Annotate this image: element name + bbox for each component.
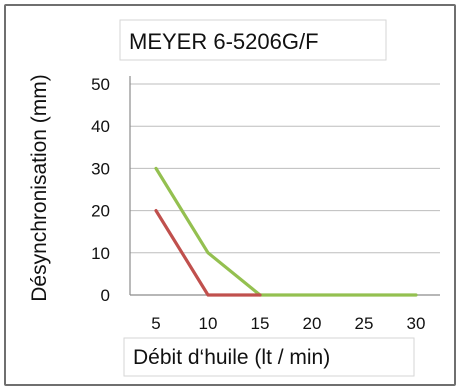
series-line-2 xyxy=(154,209,262,297)
grid-lines xyxy=(130,83,440,254)
x-axis-title: Débit d‘huile (lt / min) xyxy=(133,346,330,369)
y-tick-label: 20 xyxy=(91,202,110,221)
x-tick-label: 20 xyxy=(303,314,322,333)
tick-labels: 0 10 20 30 40 50 5 10 15 20 25 30 xyxy=(91,75,425,333)
x-tick-label: 25 xyxy=(355,314,374,333)
series-line-1 xyxy=(154,166,418,297)
series-lines xyxy=(154,166,418,297)
chart-title: MEYER 6-5206G/F xyxy=(129,29,319,54)
y-tick-label: 10 xyxy=(91,244,110,263)
x-tick-label: 10 xyxy=(199,314,218,333)
x-axis-title-box xyxy=(123,337,415,377)
x-tick-label: 30 xyxy=(407,314,426,333)
y-axis-title: Désynchronisation (mm) xyxy=(28,74,51,302)
y-tick-label: 0 xyxy=(101,286,110,305)
chart-frame xyxy=(4,4,456,386)
x-tick-label: 5 xyxy=(151,314,160,333)
axes xyxy=(129,76,440,296)
x-tick-label: 15 xyxy=(251,314,270,333)
chart-title-box xyxy=(119,19,387,61)
y-tick-label: 30 xyxy=(91,159,110,178)
y-tick-label: 40 xyxy=(91,117,110,136)
y-tick-label: 50 xyxy=(91,75,110,94)
